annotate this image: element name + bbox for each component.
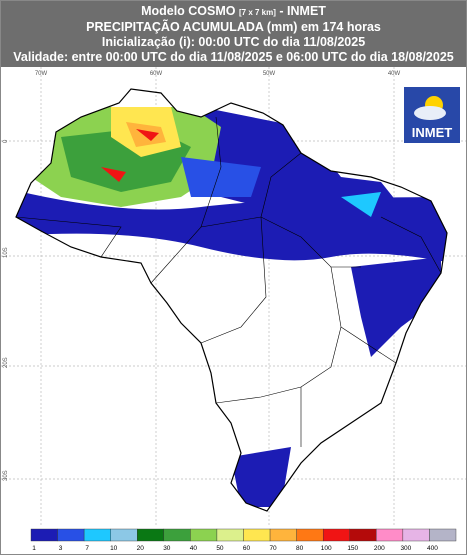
legend-label: 40 (190, 545, 198, 552)
legend-label: 20 (137, 545, 145, 552)
legend-swatch (349, 528, 377, 542)
legend-label: 30 (163, 545, 171, 552)
legend-label: 400 (427, 545, 438, 552)
legend-label: 3 (59, 545, 63, 552)
legend-swatch (376, 528, 404, 542)
legend: 1 3 7 10 20 30 40 50 60 70 80 100 150 200 300 400 (30, 528, 457, 552)
legend-swatch (296, 528, 324, 542)
legend-swatch (83, 528, 111, 542)
legend-label: 10 (110, 545, 118, 552)
legend-label: 60 (243, 545, 251, 552)
lon-label: 60W (150, 71, 163, 77)
legend-label: 150 (347, 545, 358, 552)
legend-label: 1 (32, 545, 36, 552)
legend-swatch (402, 528, 430, 542)
logo-cloud (414, 106, 446, 120)
lat-label: 20S (3, 357, 9, 368)
legend-label: 70 (269, 545, 277, 552)
map: 70W 60W 50W 40W 0 10S 20S 30S INMET 1 3 7 10 20 30 4… (1, 67, 466, 554)
legend-swatch (322, 528, 350, 542)
lat-label: 30S (3, 470, 9, 481)
title-line: Validade: entre 00:00 UTC do dia 11/08/2… (13, 50, 454, 64)
legend-swatch (57, 528, 85, 542)
suffix: - INMET (279, 4, 326, 18)
legend-swatch (30, 528, 58, 542)
legend-label: 100 (321, 545, 332, 552)
logo-text: INMET (412, 125, 453, 140)
legend-swatch (216, 528, 244, 542)
legend-label: 80 (296, 545, 304, 552)
precipitation (16, 107, 447, 507)
legend-swatch (243, 528, 271, 542)
lat-label: 10S (3, 247, 9, 258)
lon-label: 40W (388, 71, 401, 77)
logo: INMET (404, 87, 460, 143)
header: Modelo COSMO [7 x 7 km] - INMET PRECIPIT… (1, 1, 466, 67)
lat-label: 0 (3, 139, 9, 143)
lat-labels: 0 10S 20S 30S (3, 139, 9, 481)
legend-swatch (190, 528, 218, 542)
state-borders (15, 116, 442, 447)
legend-swatch (110, 528, 138, 542)
legend-swatch (269, 528, 297, 542)
lon-label: 70W (35, 71, 48, 77)
legend-swatch (163, 528, 191, 542)
legend-label: 200 (374, 545, 385, 552)
resolution: [7 x 7 km] (239, 8, 276, 17)
legend-swatch (137, 528, 165, 542)
title-line: Modelo COSMO [7 x 7 km] - INMET (1, 4, 466, 20)
lon-label: 50W (263, 71, 276, 77)
legend-swatch (429, 528, 457, 542)
model: Modelo COSMO (141, 4, 236, 18)
title-line: Inicialização (i): 00:00 UTC do dia 11/0… (101, 35, 366, 49)
title-line: PRECIPITAÇÃO ACUMULADA (mm) em 174 horas (86, 20, 381, 34)
legend-label: 7 (85, 545, 89, 552)
legend-label: 300 (400, 545, 411, 552)
lon-labels: 70W 60W 50W 40W (35, 71, 401, 77)
legend-label: 50 (216, 545, 224, 552)
